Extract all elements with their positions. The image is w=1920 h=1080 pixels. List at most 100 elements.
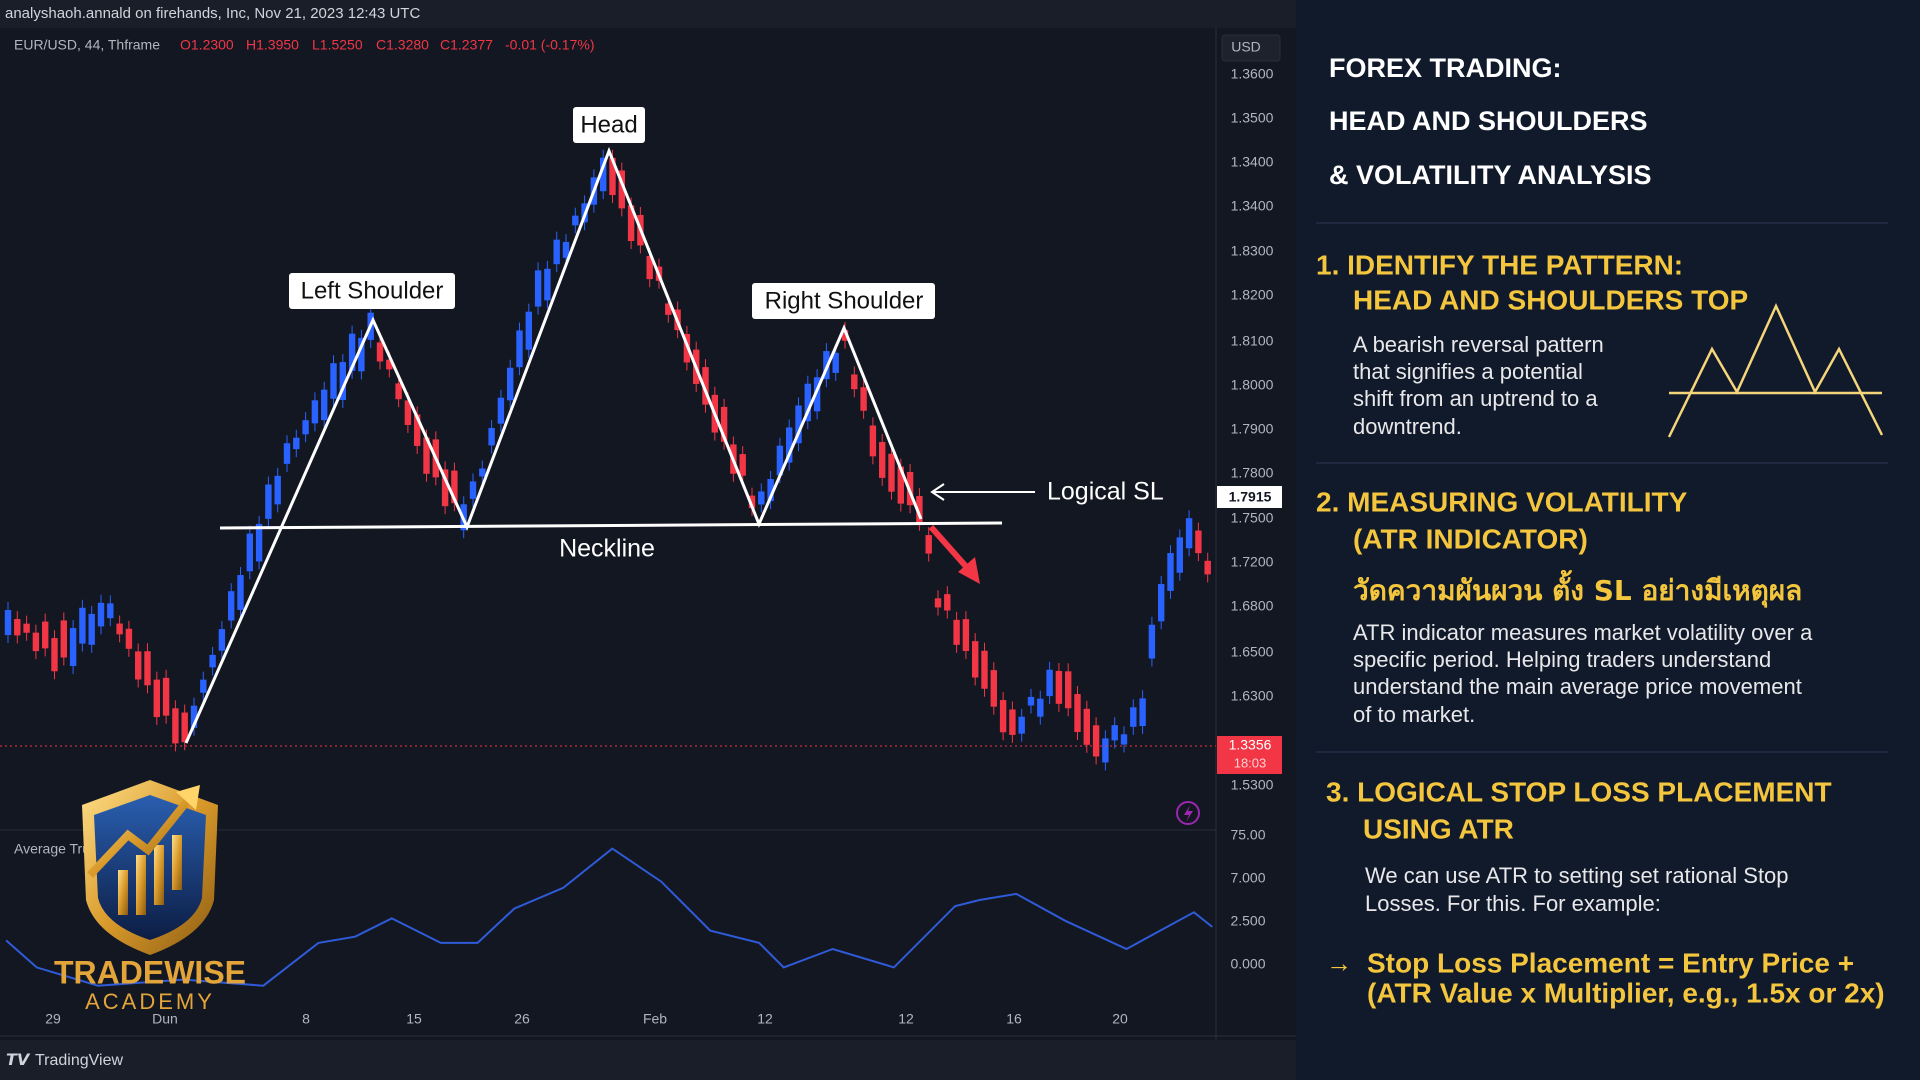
time-tick-label: 15: [406, 1011, 422, 1027]
candle-body: [748, 495, 756, 509]
candle-body: [1074, 694, 1081, 733]
candle-body: [51, 638, 58, 672]
candle-body: [507, 367, 514, 401]
candle-body: [237, 575, 244, 610]
candle-body: [1120, 734, 1128, 745]
candle-body: [990, 670, 997, 707]
current-price: 1.3356: [1229, 737, 1272, 753]
panel-content: FOREX TRADING: HEAD AND SHOULDERS & VOLA…: [1316, 53, 1888, 1008]
candle-body: [534, 270, 542, 307]
candle-body: [934, 598, 942, 608]
candle-body: [851, 374, 858, 390]
section-body: downtrend.: [1353, 414, 1462, 439]
logo-bar: [172, 835, 182, 890]
candles: [4, 149, 1211, 771]
time-tick-label: 20: [1112, 1011, 1128, 1027]
candle-body: [795, 405, 802, 444]
logo-name: TRADEWISE: [54, 954, 246, 990]
price-tick-label: 1.8000: [1231, 377, 1274, 393]
price-tick-label: 1.7800: [1231, 465, 1274, 481]
candle-body: [441, 469, 449, 507]
head-box: [573, 107, 645, 143]
down-arrow: [928, 525, 973, 573]
candle-body: [107, 603, 114, 619]
section-body: We can use ATR to setting set rational S…: [1365, 863, 1789, 888]
candle-body: [404, 400, 412, 425]
candle-body: [1167, 553, 1174, 591]
candle-body: [190, 705, 198, 728]
candle-body: [720, 406, 728, 442]
candle-body: [1102, 738, 1109, 763]
candle-body: [88, 613, 95, 645]
current-price-box: [1217, 736, 1282, 774]
candle-body: [32, 632, 40, 652]
right-shoulder-label: Right Shoulder: [765, 287, 924, 314]
section-body: Losses. For this. For example:: [1365, 891, 1661, 916]
candle-body: [758, 491, 765, 505]
candle-body: [395, 383, 402, 400]
formula-arrow: →: [1326, 948, 1352, 978]
time-tick-label: Dun: [152, 1011, 178, 1027]
high: H1.3950: [246, 37, 299, 53]
logo-arrow: [87, 792, 196, 878]
section-body: A bearish reversal pattern: [1353, 332, 1604, 357]
price-tick-label: 1.8200: [1231, 287, 1274, 303]
candle-body: [1055, 670, 1063, 704]
candle-body: [739, 454, 746, 476]
candle-body: [1176, 537, 1183, 573]
head-label: Head: [580, 111, 637, 138]
candle-body: [665, 303, 672, 315]
price-tick-label: 1.3400: [1231, 198, 1274, 214]
candle-body: [14, 619, 21, 636]
candle-body: [79, 607, 86, 644]
alert-icon[interactable]: [1176, 801, 1200, 825]
candle-body: [386, 359, 393, 370]
price-tick-label: 1.6800: [1231, 598, 1274, 614]
atr-tick-label: 7.000: [1230, 870, 1265, 886]
logo-bar: [136, 855, 146, 915]
countdown: 18:03: [1234, 755, 1267, 770]
panel-title: & VOLATILITY ANALYSIS: [1329, 160, 1652, 190]
atr-tick-label: 0.000: [1230, 956, 1265, 972]
candle-body: [813, 377, 821, 412]
section-heading: 3. LOGICAL STOP LOSS PLACEMENT: [1326, 776, 1832, 807]
candle-body: [562, 241, 570, 258]
candle-body: [200, 679, 207, 693]
candle-body: [228, 591, 235, 621]
candle-body: [1204, 560, 1211, 575]
footer-bar: [0, 1040, 1296, 1080]
candle-body: [1046, 669, 1053, 697]
candle-body: [786, 427, 793, 463]
candle-body: [246, 533, 253, 572]
candle-body: [1185, 518, 1193, 549]
candle-body: [339, 362, 346, 400]
candle-body: [69, 628, 77, 667]
candle-body: [1111, 725, 1118, 741]
time-tick-label: 8: [302, 1011, 310, 1027]
candle-body: [841, 329, 849, 341]
candle-body: [172, 708, 179, 744]
candle-body: [1083, 708, 1090, 745]
candle-body: [897, 466, 904, 504]
formula: (ATR Value x Multiplier, e.g., 1.5x or 2…: [1367, 977, 1885, 1008]
candle-body: [869, 425, 877, 457]
price-tick-label: 1.8100: [1231, 333, 1274, 349]
candle-body: [311, 400, 319, 424]
price-tick-label: 1.3500: [1231, 110, 1274, 126]
candle-body: [181, 712, 188, 743]
section-heading: USING ATR: [1363, 813, 1514, 844]
tv-icon: 𝙏𝙑: [6, 1052, 31, 1069]
neckline-label: Neckline: [559, 535, 655, 563]
candle-body: [135, 651, 142, 680]
candle-body: [572, 215, 579, 226]
candle-body: [358, 337, 365, 372]
last: C1.2377: [440, 37, 493, 53]
left-shoulder-label: Left Shoulder: [301, 277, 444, 304]
section-body: understand the main average price moveme…: [1353, 674, 1802, 699]
section-body: ATR indicator measures market volatility…: [1353, 620, 1813, 645]
candle-body: [218, 629, 226, 651]
logo: TRADEWISE ACADEMY: [54, 780, 246, 1014]
formula: Stop Loss Placement = Entry Price +: [1367, 947, 1854, 978]
candle-body: [321, 389, 328, 421]
